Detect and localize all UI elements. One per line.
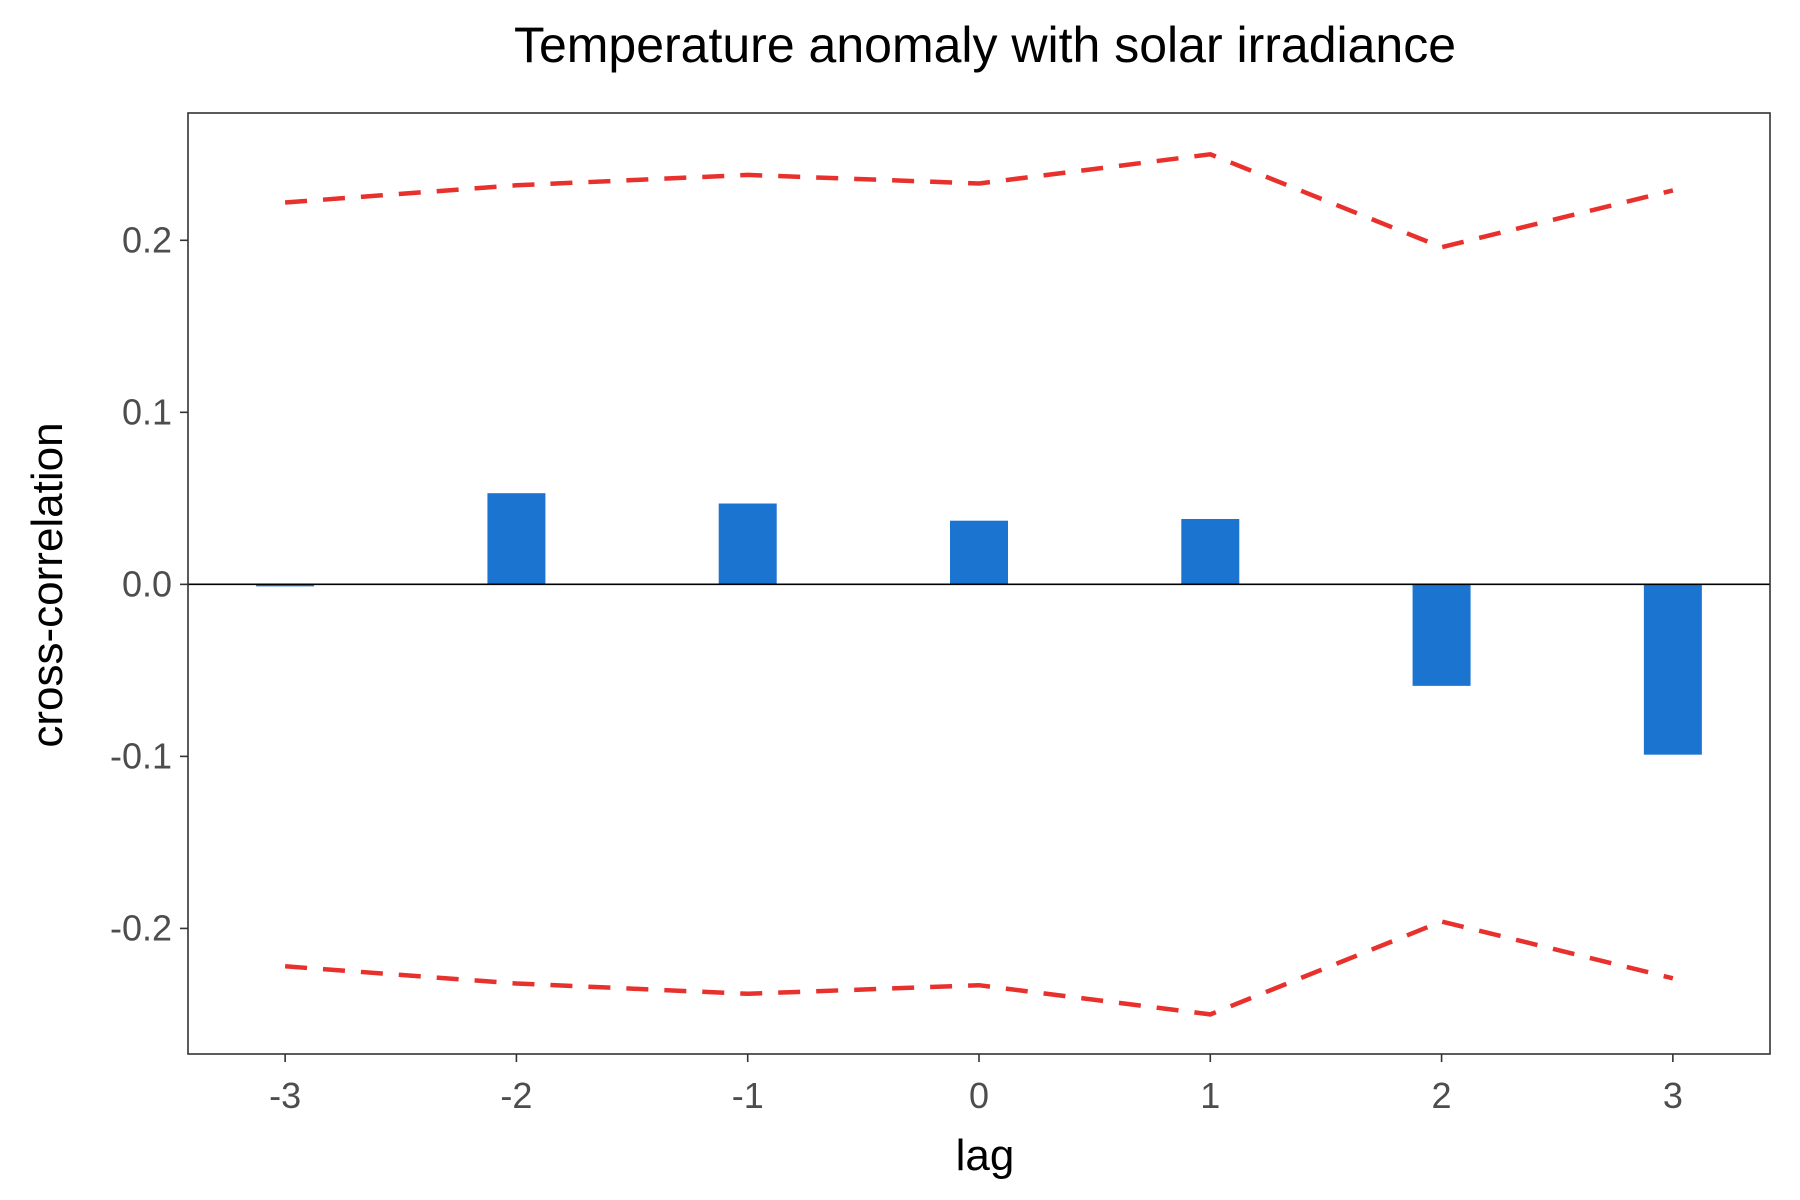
y-tick-label: 0.0 [122,563,172,604]
y-tick-label: -0.1 [110,735,172,776]
x-tick-label: 0 [969,1075,989,1116]
bar-lag-3 [1643,584,1702,755]
bar-lag--1 [718,503,777,585]
lower-confidence-line [284,919,1674,1017]
x-tick-label: 2 [1432,1075,1452,1116]
y-tick-label: 0.1 [122,391,172,432]
x-tick-label: 3 [1663,1075,1683,1116]
plot-area: -0.2 -0.1 0.0 0.1 0.2 -3 -2 -1 0 1 2 3 [110,112,1771,1116]
bar-lag-2 [1412,584,1471,686]
y-tick-label: -0.2 [110,907,172,948]
upper-confidence-line [284,151,1674,250]
y-tick-label: 0.2 [122,219,172,260]
x-tick-label: -2 [500,1075,532,1116]
x-tick-label: -3 [269,1075,301,1116]
x-tick-label: 1 [1200,1075,1220,1116]
bar-lag-0 [950,520,1008,585]
y-axis-title: cross-correlation [23,422,72,747]
chart-title: Temperature anomaly with solar irradianc… [514,17,1456,73]
bar-lag--3 [256,584,315,587]
bar-lag-1 [1181,518,1240,585]
x-axis-title: lag [956,1131,1015,1180]
x-tick-label: -1 [732,1075,764,1116]
bar-lag--2 [487,493,546,585]
